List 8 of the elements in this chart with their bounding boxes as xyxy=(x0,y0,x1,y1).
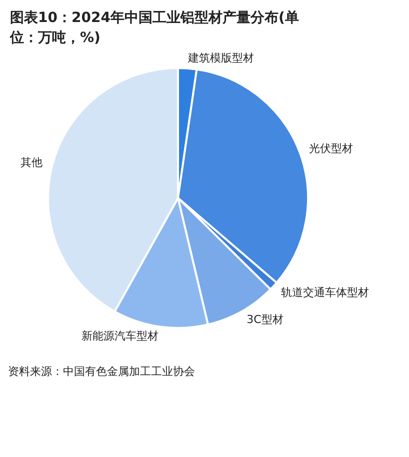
text: 资料来源：中国有色金属加工工业协会 xyxy=(7,364,196,379)
slice-label: 轨道交通车体型材 xyxy=(280,286,369,299)
slice-label: 光伏型材 xyxy=(309,142,354,155)
chart-title: 图表10：2024年中国工业铝型材产量分布(单位：万吨，%) xyxy=(8,9,300,48)
slice-label: 新能源汽车型材 xyxy=(82,330,159,343)
slice-label: 3C型材 xyxy=(246,313,284,326)
slice-label: 建筑模版型材 xyxy=(187,51,254,64)
slice-label: 其他 xyxy=(20,156,43,169)
